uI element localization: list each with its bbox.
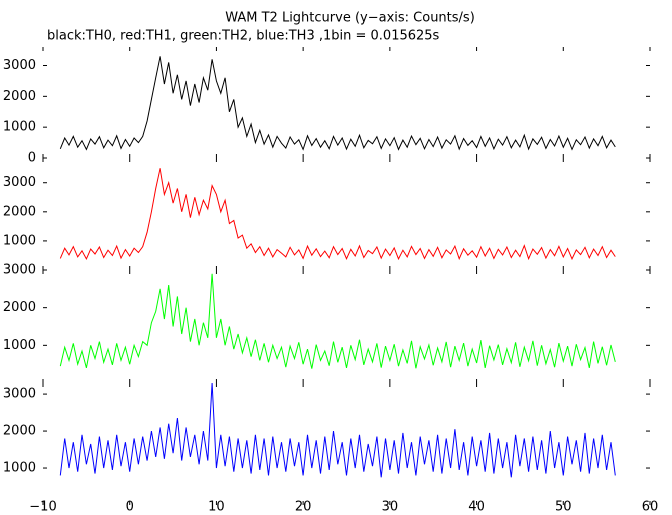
y-tick-label: 3000 — [3, 175, 36, 190]
lightcurve — [59, 382, 616, 478]
y-tick-label: 1000 — [3, 461, 36, 476]
chart-title: WAM T2 Lightcurve (y−axis: Counts/s) — [225, 11, 475, 26]
y-tick-label: 1000 — [3, 338, 36, 353]
chart-subtitle: black:TH0, red:TH1, green:TH2, blue:TH3 … — [47, 29, 440, 44]
lightcurve — [59, 273, 616, 369]
y-tick-label: 2000 — [3, 204, 36, 219]
y-tick-label: 3000 — [3, 387, 36, 402]
x-tick-label: 20 — [295, 500, 312, 515]
y-tick-label: 3000 — [3, 263, 36, 278]
y-tick-label: 1000 — [3, 233, 36, 248]
y-tick-label: 2000 — [3, 300, 36, 315]
x-tick-label: 10 — [208, 500, 225, 515]
x-tick-label: 50 — [555, 500, 572, 515]
x-tick-label: 30 — [382, 500, 399, 515]
x-tick-label: 40 — [468, 500, 485, 515]
lightcurve — [59, 56, 616, 151]
y-tick-label: 0 — [28, 151, 36, 166]
x-tick-label: 60 — [642, 500, 659, 515]
lightcurve — [59, 168, 616, 261]
y-tick-label: 2000 — [3, 424, 36, 439]
x-tick-label: −10 — [29, 500, 56, 515]
y-tick-label: 2000 — [3, 89, 36, 104]
x-tick-label: 0 — [126, 500, 134, 515]
y-tick-label: 1000 — [3, 120, 36, 135]
y-tick-label: 3000 — [3, 58, 36, 73]
